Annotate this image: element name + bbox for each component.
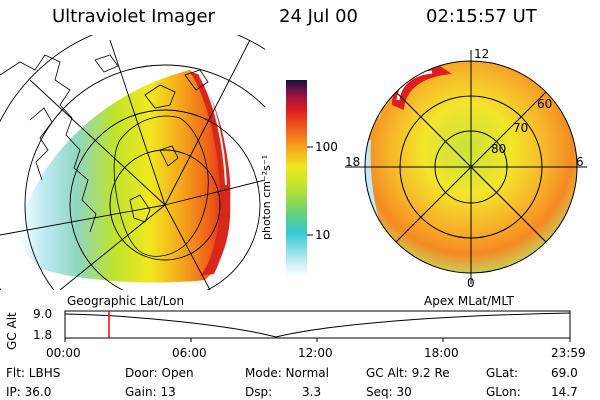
gc-alt-info: GC Alt: 9.2 Re bbox=[366, 366, 450, 380]
orbit-xtick-0600: 06:00 bbox=[172, 346, 207, 360]
colorbar-ticks bbox=[307, 146, 313, 236]
mlt-label-6: 6 bbox=[576, 155, 584, 169]
mlt-label-0: 0 bbox=[467, 276, 475, 290]
orbit-xtick-1800: 18:00 bbox=[424, 346, 459, 360]
glon-value: 14.7 bbox=[551, 385, 578, 399]
mlat-label-60: 60 bbox=[537, 97, 553, 111]
mlat-label-80: 80 bbox=[491, 142, 507, 156]
glat-value: 69.0 bbox=[551, 366, 578, 380]
orbit-ytick-1-8: 1.8 bbox=[33, 328, 53, 342]
instrument-title: Ultraviolet Imager bbox=[52, 6, 215, 27]
dsp-label: Dsp: bbox=[245, 385, 273, 399]
orbit-xtick-1200: 12:00 bbox=[298, 346, 333, 360]
orbit-axis-label: GC Alt bbox=[5, 312, 19, 350]
orbit-xtick-0000: 00:00 bbox=[46, 346, 81, 360]
colorbar bbox=[286, 80, 307, 276]
colorbar-unit-label: photon cm⁻²s⁻¹ bbox=[260, 154, 273, 240]
right-panel-label: Apex MLat/MLT bbox=[424, 294, 514, 308]
geographic-grid bbox=[0, 35, 265, 290]
orbit-plot bbox=[64, 310, 571, 342]
ip-info: IP: 36.0 bbox=[6, 385, 52, 399]
polar-grid bbox=[345, 50, 587, 284]
colorbar-tick-10: 10 bbox=[315, 228, 331, 242]
orbit-ytick-9: 9.0 bbox=[33, 307, 53, 321]
geographic-image bbox=[18, 70, 231, 283]
date-label: 24 Jul 00 bbox=[279, 6, 358, 27]
dsp-value: 3.3 bbox=[302, 385, 322, 399]
door-info: Door: Open bbox=[125, 366, 194, 380]
gain-info: Gain: 13 bbox=[125, 385, 176, 399]
mlat-label-70: 70 bbox=[513, 121, 529, 135]
coastlines bbox=[0, 54, 209, 257]
mlt-label-12: 12 bbox=[474, 47, 490, 61]
left-panel-label: Geographic Lat/Lon bbox=[67, 294, 185, 308]
time-label: 02:15:57 UT bbox=[426, 6, 537, 27]
glat-label: GLat: bbox=[486, 366, 519, 380]
glon-label: GLon: bbox=[486, 385, 521, 399]
mode-info: Mode: Normal bbox=[245, 366, 329, 380]
filter-info: Flt: LBHS bbox=[6, 366, 61, 380]
mlt-label-18: 18 bbox=[345, 155, 361, 169]
orbit-xtick-2359: 23:59 bbox=[551, 346, 586, 360]
colorbar-tick-100: 100 bbox=[315, 140, 338, 154]
seq-info: Seq: 30 bbox=[366, 385, 412, 399]
